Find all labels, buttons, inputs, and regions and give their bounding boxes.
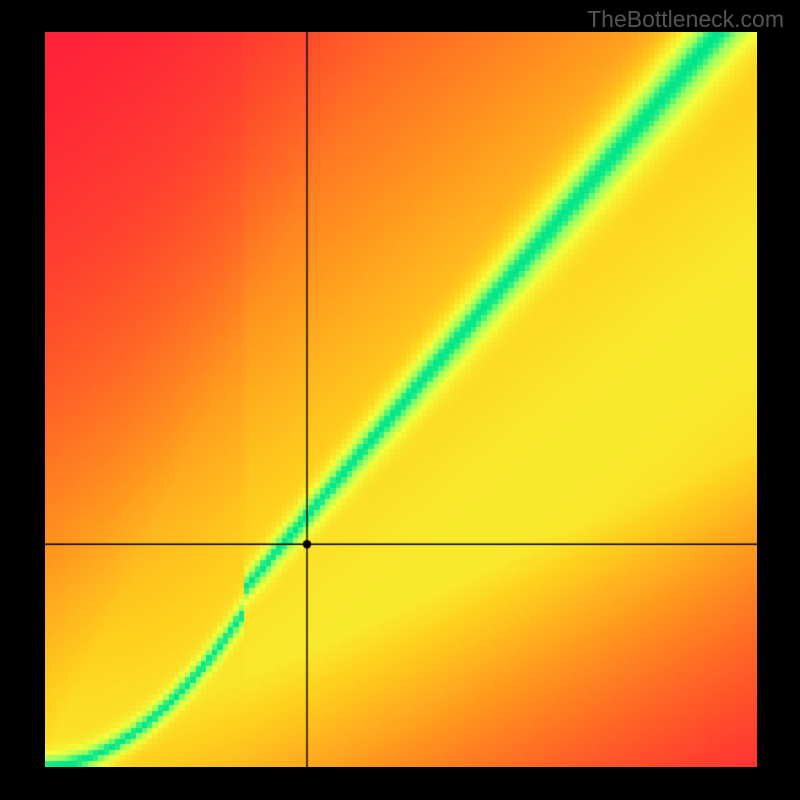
- chart-container: { "watermark": { "text": "TheBottleneck.…: [0, 0, 800, 800]
- bottleneck-heatmap: [45, 32, 757, 767]
- watermark-text: TheBottleneck.com: [587, 6, 784, 33]
